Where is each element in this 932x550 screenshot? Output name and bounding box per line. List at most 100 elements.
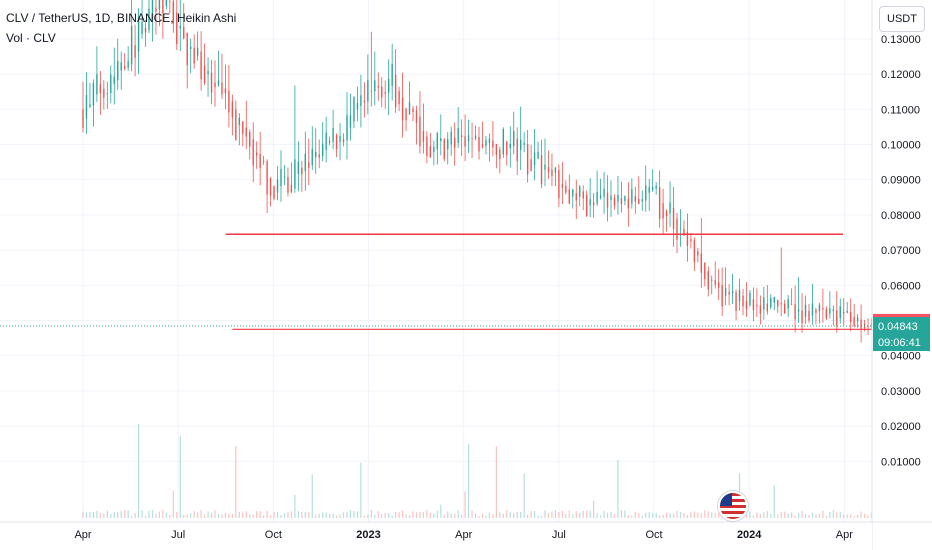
candle-body xyxy=(398,91,400,105)
volume-bar xyxy=(704,510,706,518)
volume-bar xyxy=(294,494,296,518)
candle-body xyxy=(294,159,296,189)
candle-body xyxy=(342,139,345,143)
volume-bar xyxy=(297,511,299,518)
volume-bar xyxy=(787,513,789,518)
volume-bar xyxy=(617,459,619,518)
volume-bar xyxy=(565,514,567,518)
candle-body xyxy=(315,151,317,158)
currency-button[interactable]: USDT xyxy=(879,6,925,32)
candle-body xyxy=(221,82,223,95)
candle-body xyxy=(790,303,793,305)
candle-body xyxy=(346,114,348,141)
candle-body xyxy=(686,232,689,247)
volume-bar xyxy=(363,515,365,518)
volume-bar xyxy=(829,512,831,518)
candle-body xyxy=(547,167,550,172)
volume-bar xyxy=(221,514,223,518)
candle-body xyxy=(266,161,268,195)
candle-body xyxy=(134,45,136,58)
candle-body xyxy=(249,132,251,147)
volume-bar xyxy=(662,514,664,518)
volume-bar xyxy=(801,511,803,518)
us-flag-icon[interactable] xyxy=(718,491,748,521)
volume-bar xyxy=(405,514,407,518)
candle-body xyxy=(356,102,359,110)
y-tick-label: 0.07000 xyxy=(881,245,921,257)
volume-bar xyxy=(815,514,817,518)
candle-body xyxy=(551,169,553,177)
volume-bar xyxy=(429,512,431,518)
volume-bar xyxy=(527,515,529,518)
candle-body xyxy=(867,326,869,328)
candle-body xyxy=(443,139,445,159)
candle-body xyxy=(207,70,209,75)
candle-body xyxy=(707,271,709,290)
candle-body xyxy=(363,100,366,103)
volume-bar xyxy=(867,515,869,518)
candle-body xyxy=(683,228,685,236)
volume-bar xyxy=(634,511,636,518)
candle-body xyxy=(783,303,786,314)
candle-body xyxy=(693,240,696,263)
volume-bar xyxy=(461,514,463,518)
volume-bar xyxy=(572,514,574,518)
volume-bar xyxy=(249,514,251,518)
candle-body xyxy=(245,127,247,137)
y-tick-label: 0.02000 xyxy=(881,421,921,433)
volume-bar xyxy=(190,513,192,518)
x-tick-label: Apr xyxy=(74,529,91,541)
candle-body xyxy=(704,263,706,280)
volume-bar xyxy=(537,515,539,518)
volume-bar xyxy=(638,512,640,518)
volume-bar xyxy=(162,510,164,518)
price-axis xyxy=(872,0,932,550)
volume-bar xyxy=(318,513,320,518)
volume-bar xyxy=(85,512,88,518)
volume-bar xyxy=(398,512,400,518)
volume-bar xyxy=(846,514,848,518)
candle-body xyxy=(544,164,546,170)
volume-bar xyxy=(808,514,810,518)
volume-bar xyxy=(408,515,411,518)
candle-body xyxy=(599,195,602,198)
volume-bar xyxy=(624,510,626,518)
candle-body xyxy=(377,85,379,88)
candle-body xyxy=(478,137,480,152)
volume-bar xyxy=(457,510,459,518)
volume-bar xyxy=(134,513,136,518)
candle-body xyxy=(262,160,265,162)
volume-bar xyxy=(502,513,504,518)
volume-bar xyxy=(554,510,557,518)
candle-body xyxy=(85,95,88,119)
volume-bar xyxy=(596,512,598,518)
candle-body xyxy=(485,139,487,146)
candle-body xyxy=(794,304,796,320)
volume-bar xyxy=(238,511,240,518)
candle-body xyxy=(627,198,630,209)
candle-body xyxy=(328,141,331,143)
y-tick-label: 0.06000 xyxy=(881,280,921,292)
volume-bar xyxy=(96,510,98,518)
volume-bar xyxy=(322,512,324,518)
candle-body xyxy=(572,189,574,197)
volume-bar xyxy=(207,511,209,518)
candle-body xyxy=(711,279,713,281)
candle-body xyxy=(457,127,459,143)
volume-bar xyxy=(325,512,327,518)
volume-bar xyxy=(714,513,716,518)
candle-body xyxy=(801,310,803,324)
volume-bar xyxy=(839,511,841,518)
volume-bar xyxy=(370,510,372,518)
volume-bar xyxy=(777,514,779,518)
current-price-label: 0.04843 xyxy=(878,321,918,333)
volume-bar xyxy=(836,512,838,518)
volume-bar xyxy=(273,512,275,518)
y-tick-label: 0.09000 xyxy=(881,175,921,187)
volume-bar xyxy=(200,510,202,518)
x-tick-label: 2023 xyxy=(356,529,380,541)
candle-body xyxy=(120,62,122,71)
x-tick-label: Jul xyxy=(171,529,185,541)
volume-bar xyxy=(492,514,494,518)
